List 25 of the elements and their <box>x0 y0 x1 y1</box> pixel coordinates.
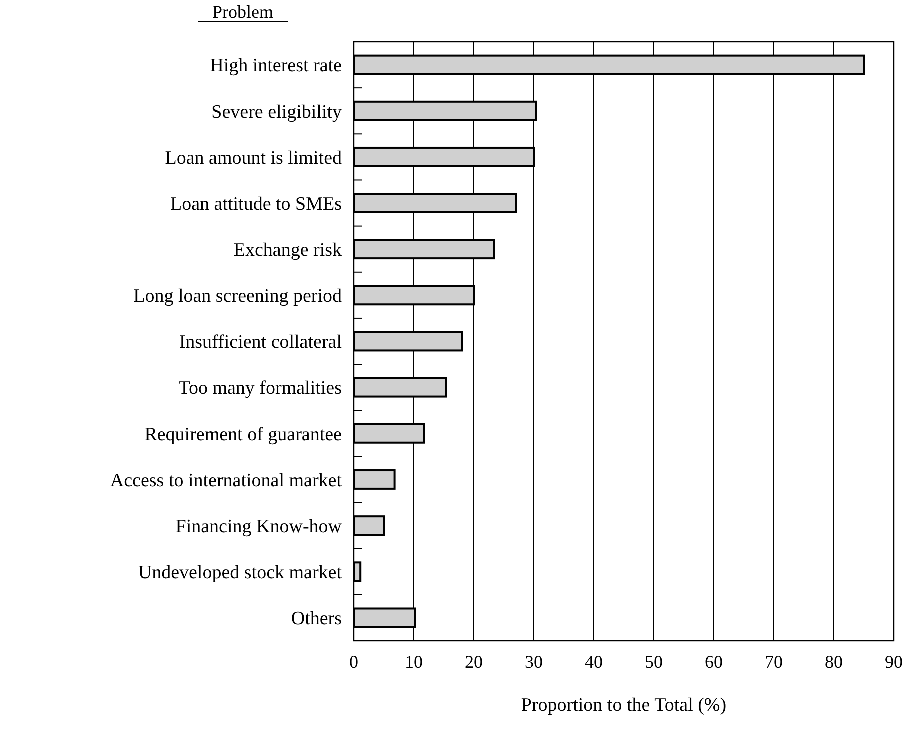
x-tick-label: 40 <box>585 652 603 672</box>
y-tick-label: Access to international market <box>110 470 343 492</box>
y-tick-label: Loan attitude to SMEs <box>170 194 342 215</box>
x-tick-label: 80 <box>825 652 843 672</box>
x-tick-label: 20 <box>465 652 483 672</box>
y-tick-label: Severe eligibility <box>212 102 342 123</box>
x-axis-title: Proportion to the Total (%) <box>521 695 727 716</box>
y-tick-label: Insufficient collateral <box>179 332 342 354</box>
y-tick-label: Loan amount is limited <box>165 148 342 169</box>
y-tick-label: Undeveloped stock market <box>138 562 343 584</box>
x-tick-label: 90 <box>885 652 903 672</box>
y-tick-label: Long loan screening period <box>134 286 342 308</box>
x-tick-label: 60 <box>705 652 723 672</box>
y-tick-label: Financing Know-how <box>176 516 342 538</box>
y-tick-label: High interest rate <box>210 56 342 77</box>
y-tick-label: Others <box>291 608 342 630</box>
x-tick-label: 70 <box>765 652 783 672</box>
y-tick-label: Requirement of guarantee <box>144 424 342 446</box>
y-tick-label: Too many formalities <box>178 378 342 400</box>
x-tick-label: 50 <box>645 652 663 672</box>
x-tick-label: 0 <box>350 652 358 672</box>
x-tick-label: 30 <box>525 652 543 672</box>
x-tick-label: 10 <box>405 652 423 672</box>
y-axis-title: Problem <box>212 2 274 22</box>
y-tick-label: Exchange risk <box>234 240 342 261</box>
